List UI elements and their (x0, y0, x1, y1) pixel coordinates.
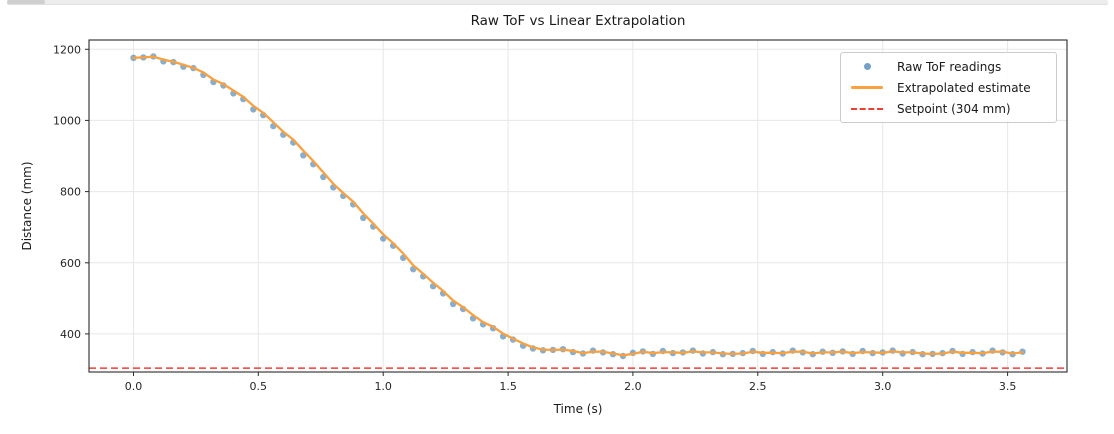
x-tick-label: 0.5 (250, 380, 268, 393)
y-tick-label: 1200 (53, 43, 81, 56)
x-tick-label: 3.5 (999, 380, 1017, 393)
extrapolated-estimate-line (132, 55, 1024, 357)
legend: Raw ToF readings Extrapolated estimate Set… (840, 52, 1057, 123)
axis-ticks (85, 48, 1009, 376)
horizontal-scrollbar-track[interactable] (7, 0, 1108, 5)
y-tick-label: 1000 (53, 114, 81, 127)
y-tick-label: 400 (60, 328, 81, 341)
legend-item-line: Extrapolated estimate (850, 82, 1050, 94)
y-axis-label: Distance (mm) (20, 161, 34, 251)
legend-label: Raw ToF readings (897, 59, 1002, 74)
y-tick-label: 800 (60, 186, 81, 199)
legend-item-dashed: Setpoint (304 mm) (850, 103, 1050, 115)
legend-marker-line-icon (850, 86, 884, 89)
gridlines (89, 40, 1067, 372)
axis-tick-labels: 0.0 0.5 1.0 1.5 2.0 2.5 3.0 3.5 400 600 800 1000 120… (53, 43, 1016, 393)
x-tick-label: 1.5 (499, 380, 517, 393)
chart-title: Raw ToF vs Linear Extrapolation (470, 13, 686, 29)
horizontal-scrollbar-thumb[interactable] (7, 0, 45, 4)
x-tick-label: 2.5 (749, 380, 767, 393)
legend-marker-dot-icon (850, 63, 884, 70)
plot-border (88, 39, 1068, 373)
legend-item-dot: Raw ToF readings (850, 61, 1050, 73)
x-axis-label: Time (s) (553, 402, 603, 416)
legend-label: Extrapolated estimate (897, 80, 1031, 95)
legend-marker-dashed-icon (850, 107, 884, 110)
y-tick-label: 600 (60, 257, 81, 270)
x-tick-label: 1.0 (374, 380, 392, 393)
x-tick-label: 2.0 (624, 380, 642, 393)
x-tick-label: 0.0 (125, 380, 143, 393)
x-tick-label: 3.0 (874, 380, 892, 393)
legend-label: Setpoint (304 mm) (897, 101, 1011, 116)
